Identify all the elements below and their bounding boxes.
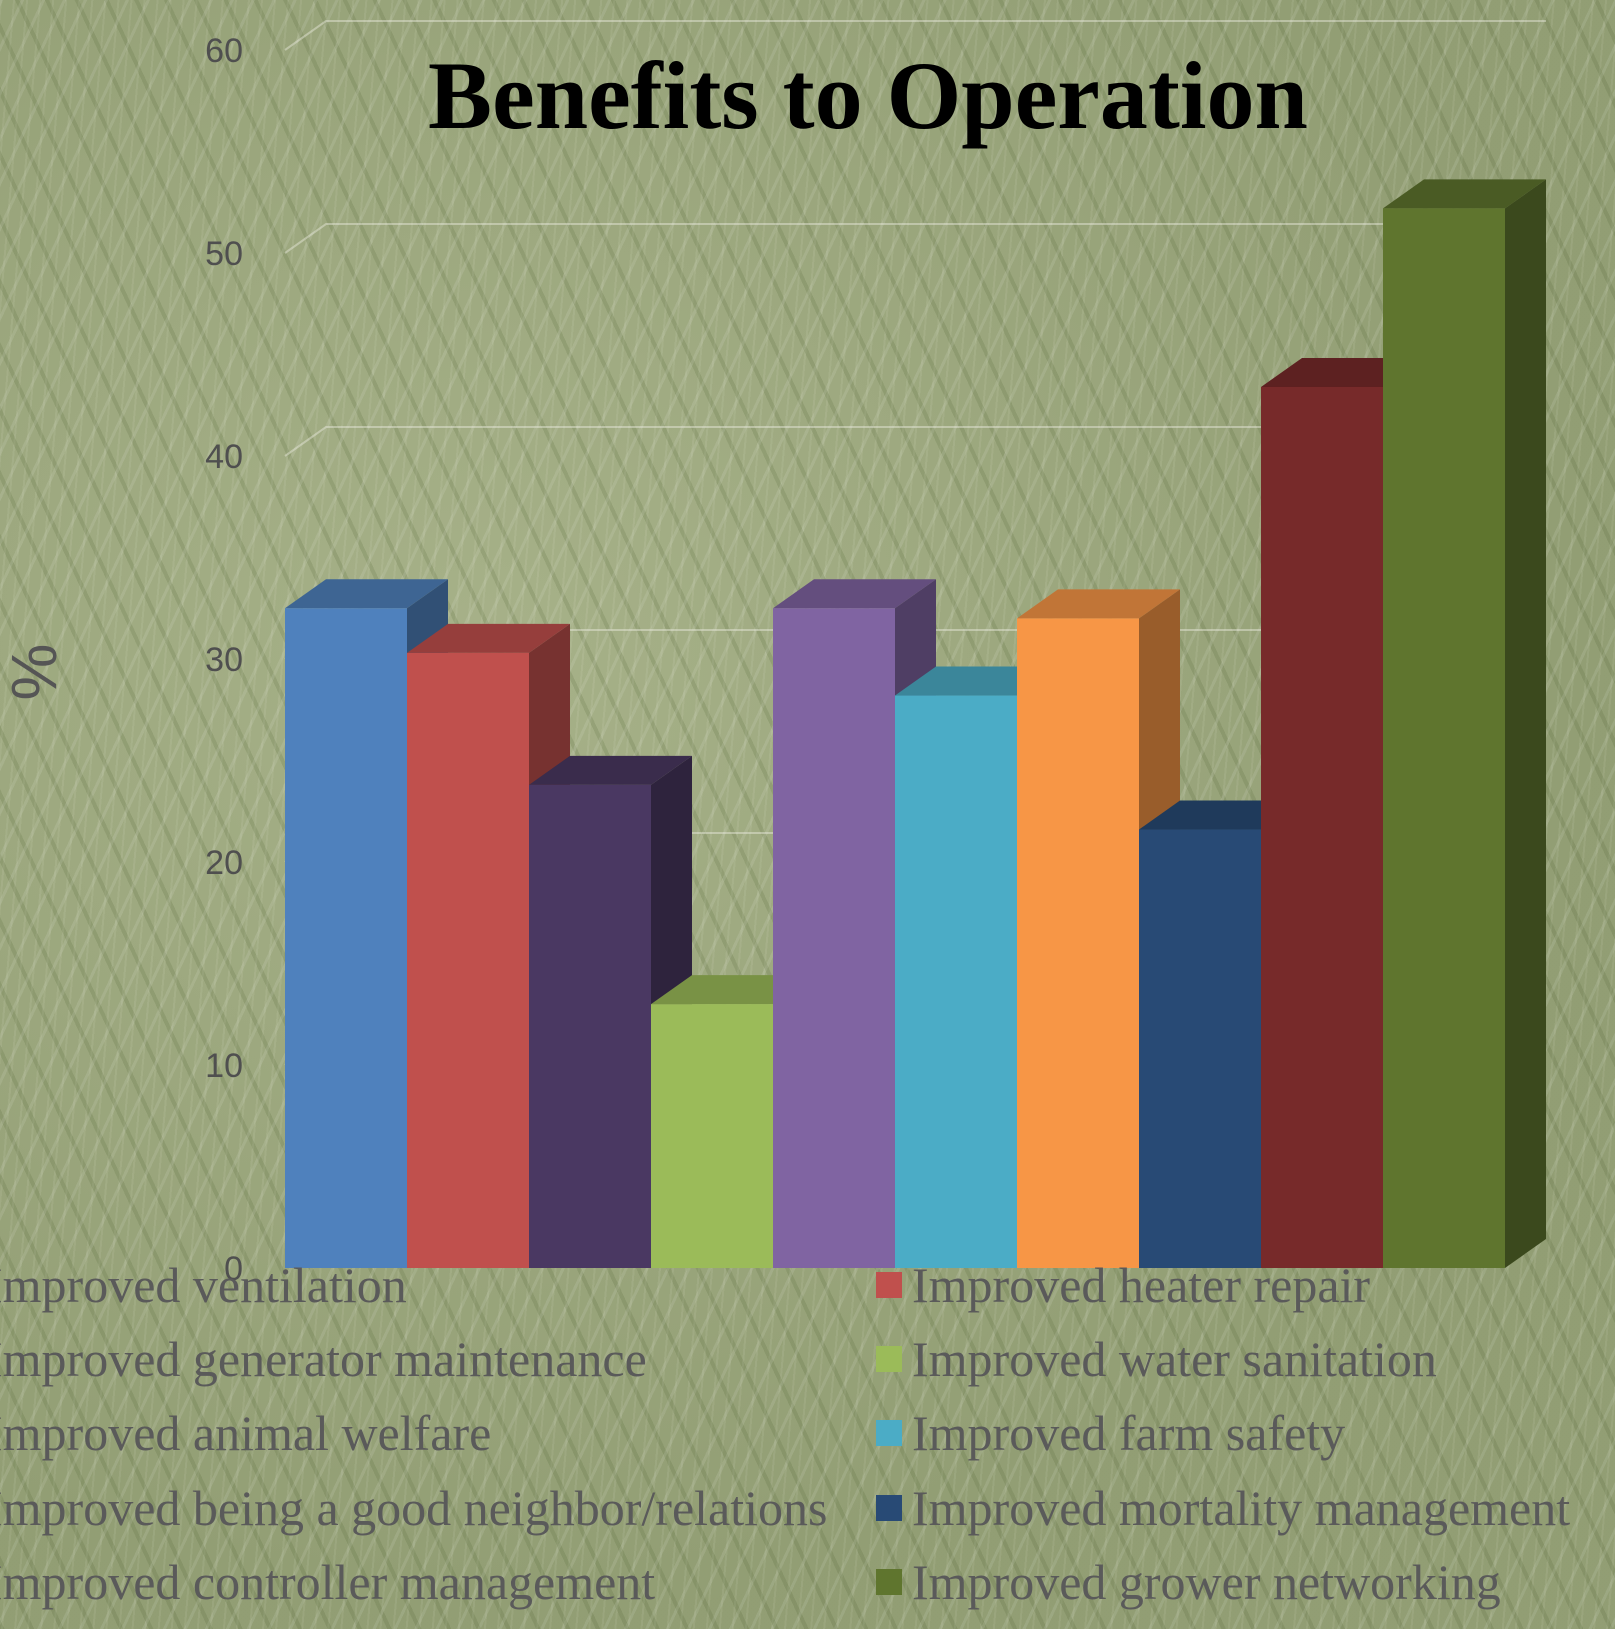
legend-swatch <box>876 1420 902 1446</box>
bar-top-face <box>773 579 936 609</box>
legend-item: Improved controller management <box>0 1554 655 1610</box>
bar-front-face <box>773 608 895 1268</box>
y-tick-label: 20 <box>205 844 243 882</box>
legend-label: Improved controller management <box>0 1554 655 1610</box>
legend-label: Improved water sanitation <box>912 1331 1437 1387</box>
y-tick-label: 50 <box>205 235 243 273</box>
legend-label: Improved generator maintenance <box>0 1331 647 1387</box>
legend-item: Improved mortality management <box>876 1480 1570 1536</box>
legend-label: Improved grower networking <box>912 1554 1501 1610</box>
y-axis-label: % <box>0 644 70 701</box>
legend-item: Improved generator maintenance <box>0 1331 647 1387</box>
bar-front-face <box>529 784 651 1268</box>
bar-side-face <box>1505 179 1546 1269</box>
bar-front-face <box>895 695 1017 1268</box>
bar-front-face <box>285 608 407 1268</box>
bar-front-face <box>407 652 529 1268</box>
legend-item: Improved farm safety <box>876 1405 1345 1461</box>
legend-item: Improved water sanitation <box>876 1331 1437 1387</box>
legend-item: Improved grower networking <box>876 1554 1501 1610</box>
bar-10 <box>1383 179 1546 1269</box>
chart-title: Benefits to Operation <box>428 42 1308 149</box>
legend-swatch <box>876 1569 902 1595</box>
y-tick-label: 60 <box>205 32 243 70</box>
y-axis-ticks: 0 10 20 30 40 50 60 <box>205 32 243 1288</box>
bar-front-face <box>651 1004 773 1268</box>
gridline-40 <box>284 426 1546 457</box>
legend-swatch <box>876 1495 902 1521</box>
legend-label: Improved ventilation <box>0 1257 407 1313</box>
gridline-60 <box>284 20 1546 51</box>
legend-item: Improved heater repair <box>876 1257 1370 1313</box>
bar-top-face <box>1383 179 1546 209</box>
y-tick-label: 10 <box>205 1047 243 1085</box>
bar-front-face <box>1261 386 1383 1269</box>
bar-top-face <box>1017 589 1180 619</box>
bar-front-face <box>1383 208 1505 1269</box>
legend-label: Improved animal welfare <box>0 1405 491 1461</box>
legend-label: Improved mortality management <box>912 1480 1570 1536</box>
legend-item: Improved being a good neighbor/relations <box>0 1480 827 1536</box>
bar-top-face <box>529 755 692 785</box>
y-tick-label: 0 <box>224 1250 243 1288</box>
bar-front-face <box>1139 829 1261 1268</box>
legend-swatch <box>876 1272 902 1298</box>
bars <box>285 179 1546 1269</box>
legend-swatch <box>876 1346 902 1372</box>
legend-label: Improved heater repair <box>912 1257 1370 1313</box>
legend-item: Improved animal welfare <box>0 1405 491 1461</box>
y-tick-label: 40 <box>205 438 243 476</box>
bar-front-face <box>1017 618 1139 1268</box>
bar-top-face <box>285 579 448 609</box>
gridline-50 <box>284 223 1546 254</box>
legend-item: Improved ventilation <box>0 1257 407 1313</box>
y-tick-label: 30 <box>205 641 243 679</box>
legend-label: Improved being a good neighbor/relations <box>0 1480 827 1536</box>
legend-label: Improved farm safety <box>912 1405 1345 1461</box>
bar-top-face <box>407 623 570 653</box>
legend: Improved ventilation Improved heater repa… <box>0 1257 1570 1610</box>
